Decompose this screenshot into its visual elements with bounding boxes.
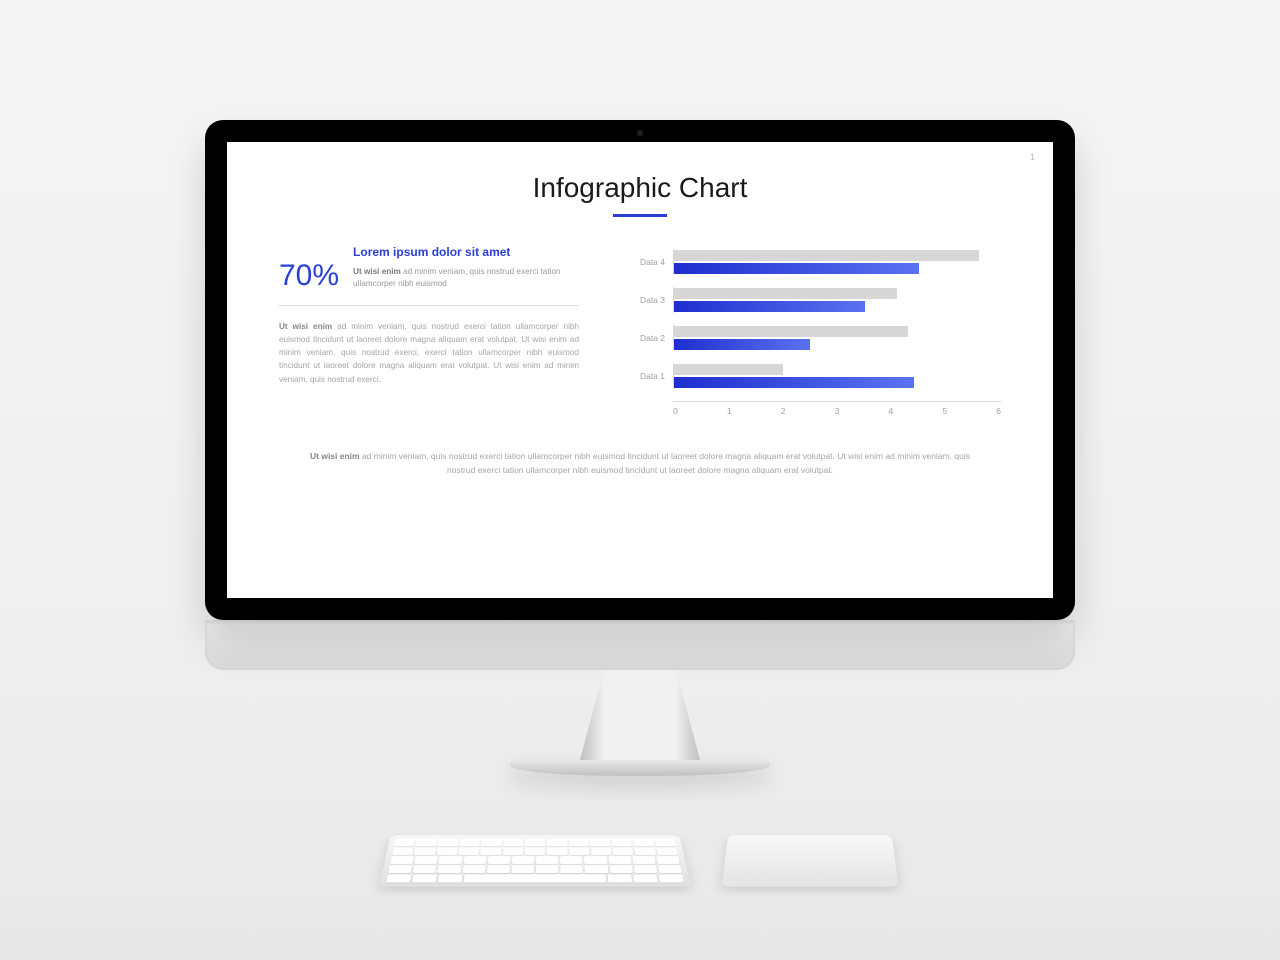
bar-gray xyxy=(674,326,908,337)
bar-blue xyxy=(674,301,865,312)
bar-gray xyxy=(674,250,979,261)
slide-content: 1 Infographic Chart 70% Lorem ipsum dolo… xyxy=(227,142,1053,598)
stat-block: 70% Lorem ipsum dolor sit amet Ut wisi e… xyxy=(279,245,579,306)
stat-value: 70% xyxy=(279,261,339,291)
monitor-stand-base xyxy=(510,760,770,776)
monitor-stand-neck xyxy=(580,670,700,760)
slide-title: Infographic Chart xyxy=(279,172,1001,204)
bar-group xyxy=(673,249,1001,275)
x-tick: 1 xyxy=(727,406,781,416)
screen: 1 Infographic Chart 70% Lorem ipsum dolo… xyxy=(227,142,1053,598)
title-underline xyxy=(613,214,667,217)
content-row: 70% Lorem ipsum dolor sit amet Ut wisi e… xyxy=(279,245,1001,416)
x-tick: 0 xyxy=(673,406,727,416)
bar-chart: Data 4 Data 3 Data 2 Data 1 0123456 xyxy=(629,249,1001,416)
x-tick: 4 xyxy=(889,406,943,416)
bar-group xyxy=(673,325,1001,351)
stat-text: Lorem ipsum dolor sit amet Ut wisi enim … xyxy=(353,245,579,291)
category-label: Data 2 xyxy=(629,333,673,343)
bar-blue xyxy=(674,263,919,274)
camera-dot xyxy=(637,130,643,136)
bar-blue xyxy=(674,377,914,388)
x-tick: 2 xyxy=(781,406,835,416)
chart-row: Data 3 xyxy=(629,287,1001,313)
x-tick: 6 xyxy=(996,406,1001,416)
page-number: 1 xyxy=(1030,152,1035,162)
category-label: Data 1 xyxy=(629,371,673,381)
category-label: Data 3 xyxy=(629,295,673,305)
desk-items xyxy=(0,820,1280,900)
left-column: 70% Lorem ipsum dolor sit amet Ut wisi e… xyxy=(279,245,579,416)
footer-paragraph: Ut wisi enim ad minim veniam, quis nostr… xyxy=(279,450,1001,477)
monitor-bezel: 1 Infographic Chart 70% Lorem ipsum dolo… xyxy=(205,120,1075,620)
chart-row: Data 2 xyxy=(629,325,1001,351)
chart-row: Data 1 xyxy=(629,363,1001,389)
bar-blue xyxy=(674,339,810,350)
x-axis: 0123456 xyxy=(673,401,1001,416)
bar-group xyxy=(673,363,1001,389)
stat-heading: Lorem ipsum dolor sit amet xyxy=(353,245,579,261)
body-paragraph: Ut wisi enim ad minim veniam, quis nostr… xyxy=(279,320,579,386)
monitor-mockup: 1 Infographic Chart 70% Lorem ipsum dolo… xyxy=(205,120,1075,776)
bar-gray xyxy=(674,364,783,375)
x-tick: 3 xyxy=(835,406,889,416)
trackpad xyxy=(722,835,899,886)
right-column: Data 4 Data 3 Data 2 Data 1 0123456 xyxy=(629,245,1001,416)
x-tick: 5 xyxy=(942,406,996,416)
monitor-chin xyxy=(205,620,1075,670)
bar-group xyxy=(673,287,1001,313)
keyboard xyxy=(379,835,691,886)
category-label: Data 4 xyxy=(629,257,673,267)
bar-gray xyxy=(674,288,897,299)
chart-row: Data 4 xyxy=(629,249,1001,275)
stat-desc: Ut wisi enim ad minim veniam, quis nostr… xyxy=(353,266,579,291)
